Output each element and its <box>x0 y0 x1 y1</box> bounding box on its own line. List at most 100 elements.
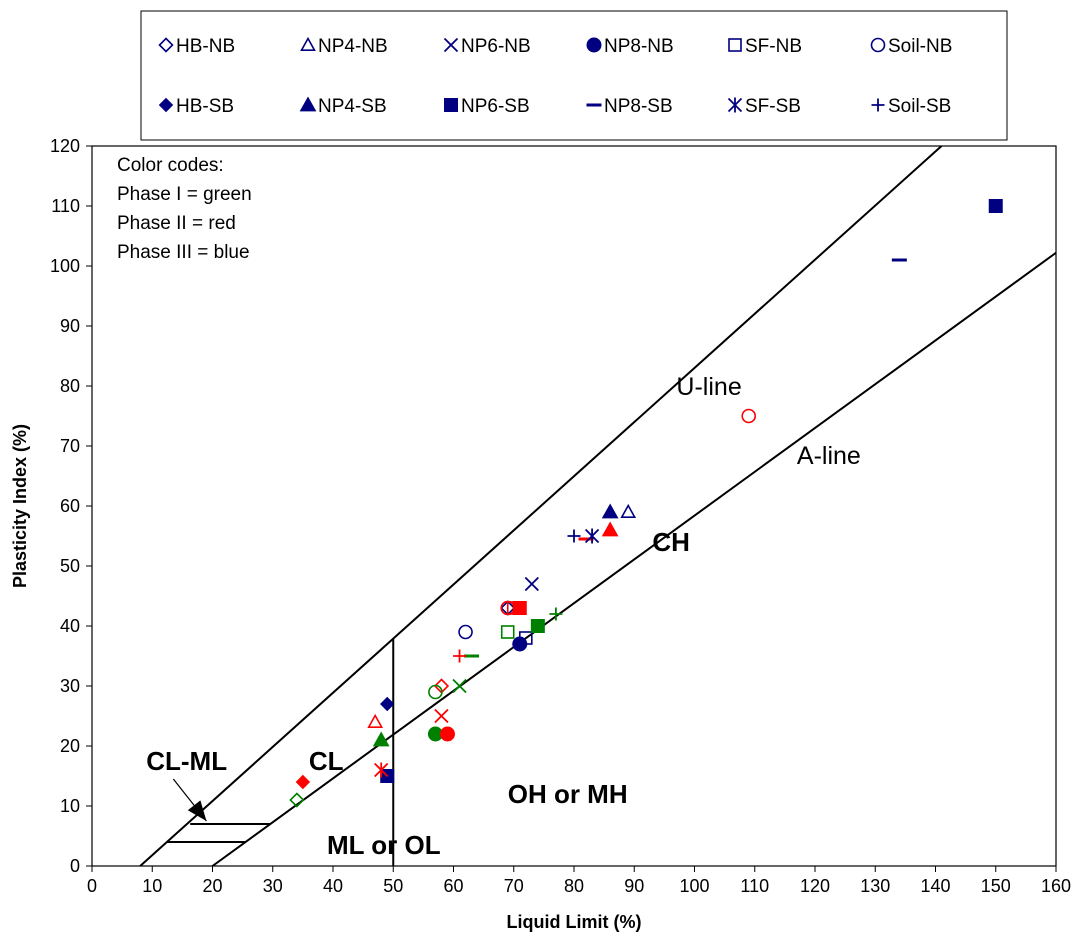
x-tick-label: 30 <box>263 876 283 896</box>
legend-box <box>140 10 1008 141</box>
point-soil-nb <box>458 624 473 640</box>
region-label-cl: CL <box>309 746 344 776</box>
color-code-line: Phase I = green <box>117 184 252 205</box>
y-axis-ticks: 0 10 20 30 40 50 60 70 80 90 100 110 120 <box>50 136 92 876</box>
x-tick-label: 80 <box>564 876 584 896</box>
y-tick-label: 0 <box>70 856 80 876</box>
legend-label-hb-sb: HB-SB <box>176 96 234 117</box>
point-hb-sb <box>295 774 311 790</box>
x-tick-label: 90 <box>624 876 644 896</box>
point-np8-sb <box>891 258 907 262</box>
region-label-oh-or-mh: OH or MH <box>508 779 628 809</box>
legend-marker-soil-nb <box>870 37 886 53</box>
point-np6-nb <box>524 576 539 592</box>
point-sf-sb <box>584 528 600 544</box>
point-np4-nb <box>620 503 637 519</box>
x-tick-label: 70 <box>504 876 524 896</box>
color-code-line: Phase II = red <box>117 213 236 234</box>
x-tick-label: 120 <box>800 876 830 896</box>
x-tick-label: 0 <box>87 876 97 896</box>
y-tick-label: 20 <box>60 736 80 756</box>
point-sf-sb <box>374 762 389 778</box>
legend-marker-sf-nb <box>728 38 742 52</box>
legend-marker-soil-sb <box>871 98 885 112</box>
x-axis-ticks: 0 10 20 30 40 50 60 70 80 90 100 110 120 130 140 150 160 <box>87 866 1071 896</box>
y-tick-label: 100 <box>50 256 80 276</box>
point-hb-sb <box>380 696 395 712</box>
x-tick-label: 100 <box>679 876 709 896</box>
point-np6-sb <box>530 619 545 633</box>
point-np6-nb <box>434 708 449 724</box>
point-hb-nb <box>289 792 305 808</box>
line-label-u-line: U-line <box>676 373 741 401</box>
y-tick-label: 60 <box>60 496 80 516</box>
region-label-ml-or-ol: ML or OL <box>327 830 441 860</box>
x-tick-label: 140 <box>920 876 950 896</box>
x-tick-label: 130 <box>860 876 890 896</box>
legend-marker-hb-sb <box>158 97 174 113</box>
point-np6-sb <box>512 601 527 615</box>
y-tick-label: 110 <box>51 196 80 216</box>
point-np6-sb <box>988 199 1003 213</box>
point-sf-nb <box>500 625 515 639</box>
point-np4-sb <box>601 503 619 519</box>
cl-ml-arrow-head <box>187 800 207 821</box>
color-code-line: Color codes: <box>117 155 224 176</box>
legend-label-sf-nb: SF-NB <box>745 36 802 57</box>
legend-label-hb-nb: HB-NB <box>176 36 235 57</box>
legend-label-np4-sb: NP4-SB <box>318 96 387 117</box>
legend-label-np6-sb: NP6-SB <box>461 96 530 117</box>
y-tick-label: 90 <box>60 316 80 336</box>
legend-label-soil-nb: Soil-NB <box>888 36 952 57</box>
legend-label-soil-sb: Soil-SB <box>888 96 951 117</box>
legend-label-np8-sb: NP8-SB <box>604 96 673 117</box>
point-soil-nb <box>741 408 757 424</box>
x-tick-label: 10 <box>142 876 162 896</box>
legend-label-sf-sb: SF-SB <box>745 96 801 117</box>
y-tick-label: 80 <box>60 376 80 396</box>
plot-area <box>91 145 1057 867</box>
y-tick-label: 30 <box>60 676 80 696</box>
y-tick-label: 40 <box>60 616 80 636</box>
point-np8-nb <box>439 726 455 742</box>
x-tick-label: 150 <box>981 876 1011 896</box>
point-soil-sb <box>549 607 563 621</box>
x-tick-label: 160 <box>1041 876 1071 896</box>
color-codes-note: Color codes: Phase I = green Phase II = re… <box>117 155 252 263</box>
legend-marker-np8-nb <box>586 37 602 53</box>
legend-marker-hb-nb <box>158 37 174 53</box>
y-tick-label: 10 <box>60 796 80 816</box>
x-tick-label: 40 <box>323 876 343 896</box>
x-tick-label: 50 <box>383 876 403 896</box>
x-axis-title: Liquid Limit (%) <box>507 912 642 932</box>
point-soil-sb <box>567 529 581 543</box>
point-np8-sb <box>464 654 480 658</box>
ref-line-a-line <box>211 251 1056 866</box>
point-np4-sb <box>372 731 390 747</box>
plot-frame <box>91 145 1057 867</box>
legend-label-np8-nb: NP8-NB <box>604 36 674 57</box>
region-label-ch: CH <box>652 527 690 557</box>
line-label-a-line: A-line <box>797 442 861 470</box>
legend-marker-np8-sb <box>586 103 602 107</box>
x-tick-label: 20 <box>202 876 222 896</box>
chart-annotations: Color codes: Phase I = green Phase II = re… <box>117 155 861 860</box>
x-tick-label: 60 <box>443 876 463 896</box>
legend-label-np4-nb: NP4-NB <box>318 36 388 57</box>
legend-marker-np6-nb <box>443 37 459 53</box>
y-axis-title: Plasticity Index (%) <box>10 424 30 588</box>
legend-label-np6-nb: NP6-NB <box>461 36 531 57</box>
point-soil-nb <box>428 684 443 700</box>
legend-marker-np4-nb <box>300 36 316 52</box>
data-points <box>289 199 1003 808</box>
x-tick-label: 110 <box>740 876 769 896</box>
point-sf-nb <box>518 631 533 645</box>
reference-lines <box>139 146 1056 866</box>
y-tick-label: 50 <box>60 556 80 576</box>
point-np4-nb <box>367 713 384 729</box>
y-tick-label: 120 <box>50 136 80 156</box>
point-np8-sb <box>578 537 594 541</box>
legend: HB-NB NP4-NB NP6-NB NP8-NB SF-NB Soil-NB HB-SB… <box>140 10 1008 141</box>
legend-marker-sf-sb <box>727 97 743 113</box>
